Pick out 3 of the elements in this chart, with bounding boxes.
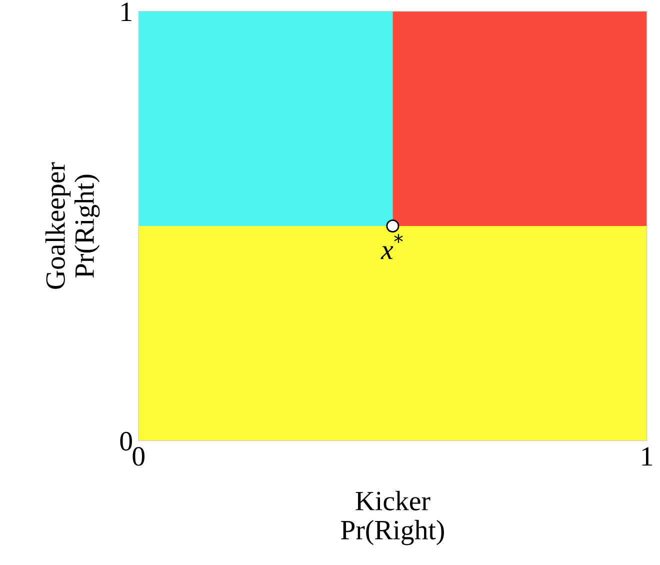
y-axis-title: Goalkeeper Pr(Right) bbox=[45, 162, 100, 289]
annotation: x$^{*}$ bbox=[380, 234, 403, 260]
x-axis-title: Kicker Pr(Right) bbox=[341, 490, 444, 546]
